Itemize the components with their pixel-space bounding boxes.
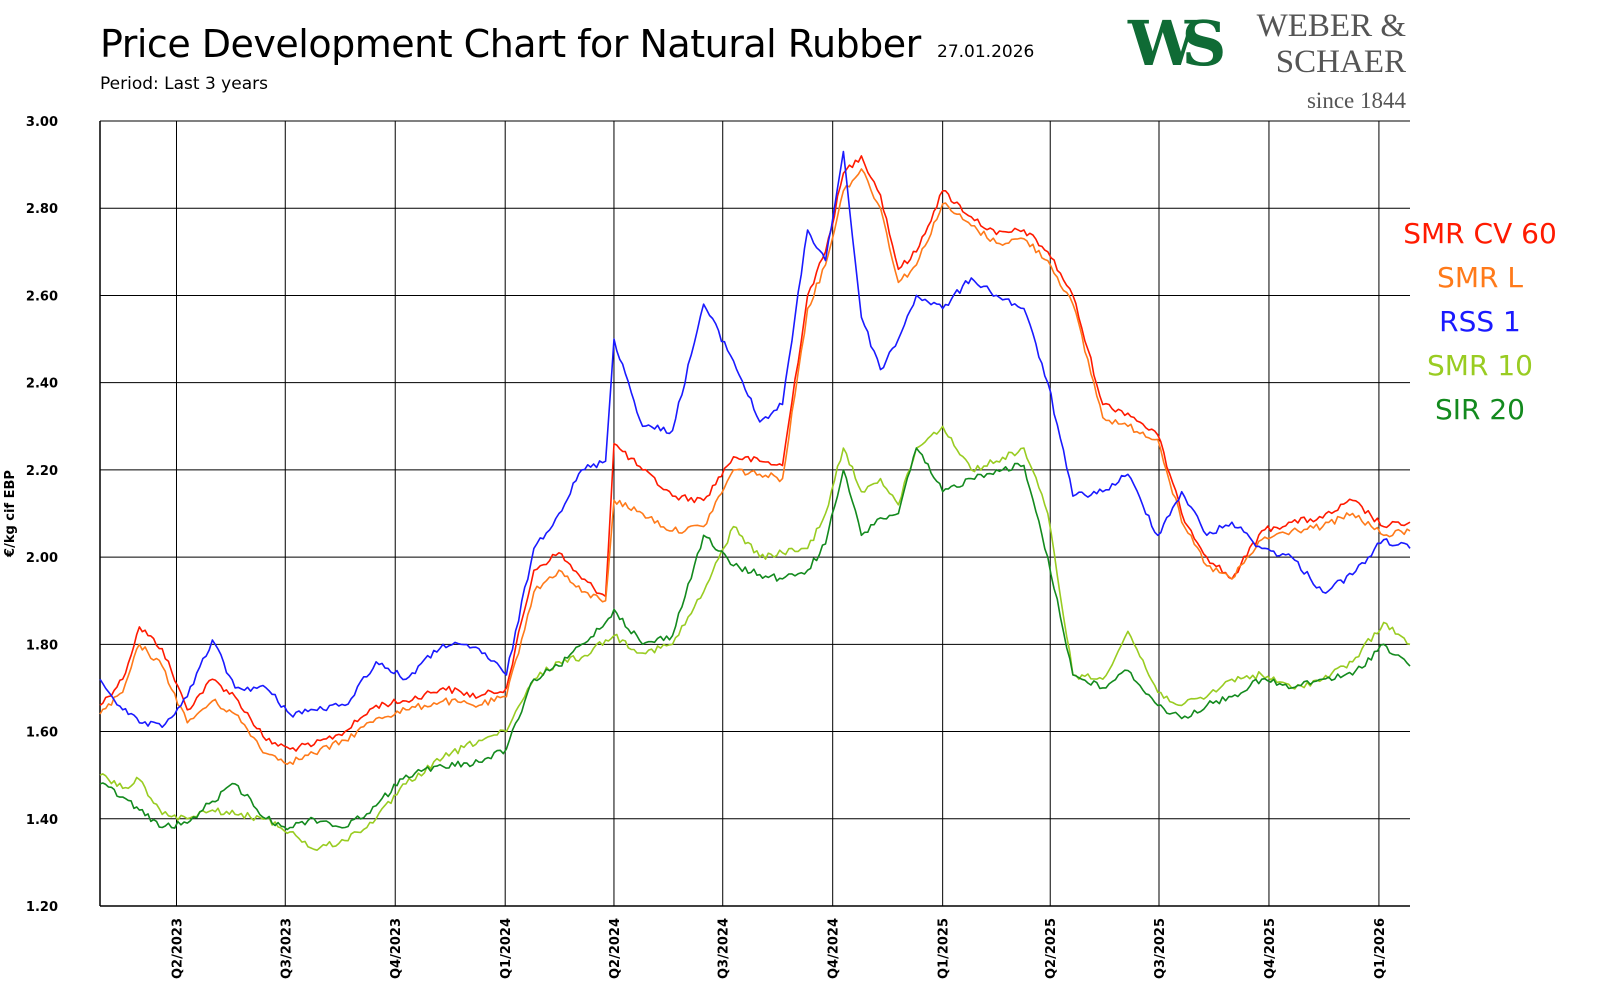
legend-item-smr-cv-60: SMR CV 60 (1403, 217, 1557, 250)
x-tick-label: Q4/2024 (827, 918, 842, 979)
y-tick-label: 2.20 (26, 464, 58, 479)
x-tick-label: Q3/2024 (717, 918, 732, 979)
chart-period: Period: Last 3 years (100, 74, 268, 94)
y-tick-label: 1.60 (26, 726, 58, 741)
legend-item-smr-10: SMR 10 (1427, 349, 1533, 382)
chart-date: 27.01.2026 (937, 42, 1035, 62)
x-tick-label: Q4/2025 (1263, 918, 1278, 979)
y-axis-label: €/kg cif EBP (3, 470, 18, 558)
chart-legend: SMR CV 60 SMR L RSS 1 SMR 10 SIR 20 (1380, 212, 1580, 432)
series-line-sir-20 (99, 447, 1411, 831)
chart-title: Price Development Chart for Natural Rubb… (100, 22, 921, 66)
x-tick-label: Q3/2025 (1153, 918, 1168, 979)
company-logo: WS WEBER & SCHAER since 1844 (1128, 6, 1408, 116)
x-tick-label: Q1/2026 (1373, 918, 1388, 979)
legend-item-rss-1: RSS 1 (1439, 305, 1521, 338)
y-tick-label: 2.60 (26, 289, 58, 304)
y-tick-label: 3.00 (26, 115, 58, 130)
logo-name-line1: WEBER & (1256, 8, 1406, 44)
logo-since: since 1844 (1306, 88, 1406, 113)
y-tick-label: 1.40 (26, 813, 58, 828)
y-tick-label: 2.40 (26, 377, 58, 392)
x-tick-label: Q4/2023 (389, 918, 404, 979)
logo-mark: WS (1128, 7, 1226, 80)
x-tick-label: Q2/2023 (170, 918, 185, 979)
y-tick-label: 1.20 (26, 900, 58, 915)
logo-name: WEBER & SCHAER (1242, 8, 1406, 80)
x-tick-label: Q1/2025 (937, 918, 952, 979)
x-tick-label: Q2/2024 (608, 918, 623, 979)
y-tick-label: 2.00 (26, 551, 58, 566)
series-line-smr-10 (99, 425, 1411, 851)
legend-item-sir-20: SIR 20 (1434, 393, 1525, 426)
x-tick-label: Q3/2023 (279, 918, 294, 979)
series-line-smr-l (99, 168, 1411, 765)
logo-name-line2: SCHAER (1275, 44, 1406, 80)
y-tick-label: 1.80 (26, 638, 58, 653)
x-tick-label: Q1/2024 (499, 918, 514, 979)
series-line-rss-1 (99, 150, 1411, 728)
legend-item-smr-l: SMR L (1437, 261, 1523, 294)
series-line-smr-cv-60 (99, 155, 1411, 752)
x-tick-label: Q2/2025 (1044, 918, 1059, 979)
y-tick-label: 2.80 (26, 202, 58, 217)
